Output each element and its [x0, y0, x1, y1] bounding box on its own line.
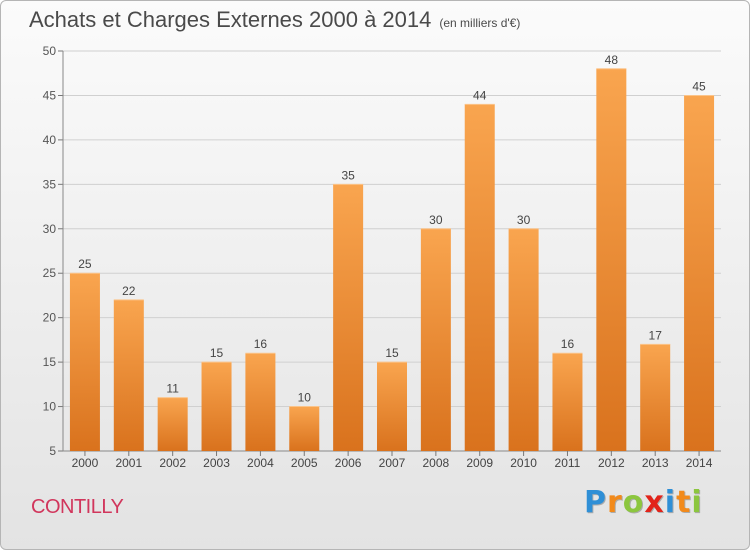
logo-letter: o	[622, 485, 645, 520]
bar-value-label: 22	[122, 284, 136, 298]
bar	[640, 344, 671, 451]
bar	[69, 273, 100, 451]
bars	[69, 68, 715, 452]
bar-value-label: 17	[649, 328, 663, 342]
bar	[157, 397, 188, 451]
x-tick-label: 2004	[247, 456, 274, 470]
x-tick-label: 2011	[555, 456, 581, 470]
x-tick-label: 2006	[335, 456, 362, 470]
x-tick-label: 2013	[642, 456, 669, 470]
bar	[377, 362, 407, 451]
x-tick-label: 2008	[423, 456, 450, 470]
logo-letter: t	[676, 485, 692, 520]
logo-letter: x	[644, 485, 665, 520]
y-tick-label: 5	[49, 444, 56, 458]
bar	[552, 353, 583, 451]
x-tick-label: 2005	[291, 456, 318, 470]
y-tick-label: 10	[43, 400, 57, 414]
y-tick-label: 30	[43, 222, 57, 236]
proxiti-logo[interactable]: Proxiti	[584, 485, 703, 520]
bar-value-label: 30	[429, 213, 443, 227]
y-tick-label: 50	[43, 44, 57, 58]
bar-value-label: 11	[166, 382, 179, 396]
chart-title: Achats et Charges Externes 2000 à 2014 (e…	[29, 7, 520, 33]
bar-value-label: 45	[692, 79, 706, 93]
bar	[420, 228, 451, 451]
bar-value-label: 10	[298, 391, 312, 405]
bar	[596, 68, 627, 452]
logo-letter: i	[664, 485, 677, 520]
y-tick-label: 35	[43, 177, 57, 191]
bar	[289, 406, 320, 451]
y-tick-label: 40	[43, 133, 57, 147]
y-tick-label: 20	[43, 311, 57, 325]
bar-value-label: 48	[605, 53, 619, 67]
x-tick-label: 2009	[466, 456, 493, 470]
bar	[333, 184, 364, 452]
bar-value-label: 25	[78, 257, 92, 271]
x-tick-label: 2000	[72, 456, 99, 470]
y-tick-label: 45	[43, 88, 57, 102]
commune-name: CONTILLY	[31, 496, 124, 518]
bar	[201, 362, 232, 451]
x-tick-label: 2002	[159, 456, 186, 470]
labels: 5 10 15 20 25 30 35 40 45 50 25 2000 22 2001 11 2002 15 2…	[43, 44, 713, 470]
y-tick-label: 25	[43, 266, 57, 280]
y-tick-label: 15	[43, 355, 57, 369]
bar-value-label: 15	[385, 346, 399, 360]
bar-value-label: 15	[210, 346, 224, 360]
bar-value-label: 35	[341, 168, 355, 182]
bar	[464, 104, 495, 451]
x-tick-label: 2007	[379, 456, 406, 470]
logo-letter: r	[607, 485, 623, 520]
bar	[508, 228, 539, 451]
bar	[684, 95, 715, 451]
x-tick-label: 2012	[598, 456, 625, 470]
chart-title-text: Achats et Charges Externes 2000 à 2014	[29, 7, 432, 32]
x-tick-label: 2001	[115, 456, 142, 470]
x-tick-label: 2010	[510, 456, 537, 470]
chart-subtitle: (en milliers d'€)	[439, 16, 521, 30]
x-tick-label: 2014	[686, 456, 713, 470]
bar-value-label: 30	[517, 213, 531, 227]
bar-value-label: 44	[473, 88, 487, 102]
logo-letter: i	[691, 485, 703, 520]
bar-value-label: 16	[561, 337, 575, 351]
logo-letter: P	[584, 485, 607, 520]
bar	[245, 353, 276, 451]
bar	[113, 299, 144, 451]
x-tick-label: 2003	[203, 456, 230, 470]
bar-value-label: 16	[254, 337, 268, 351]
